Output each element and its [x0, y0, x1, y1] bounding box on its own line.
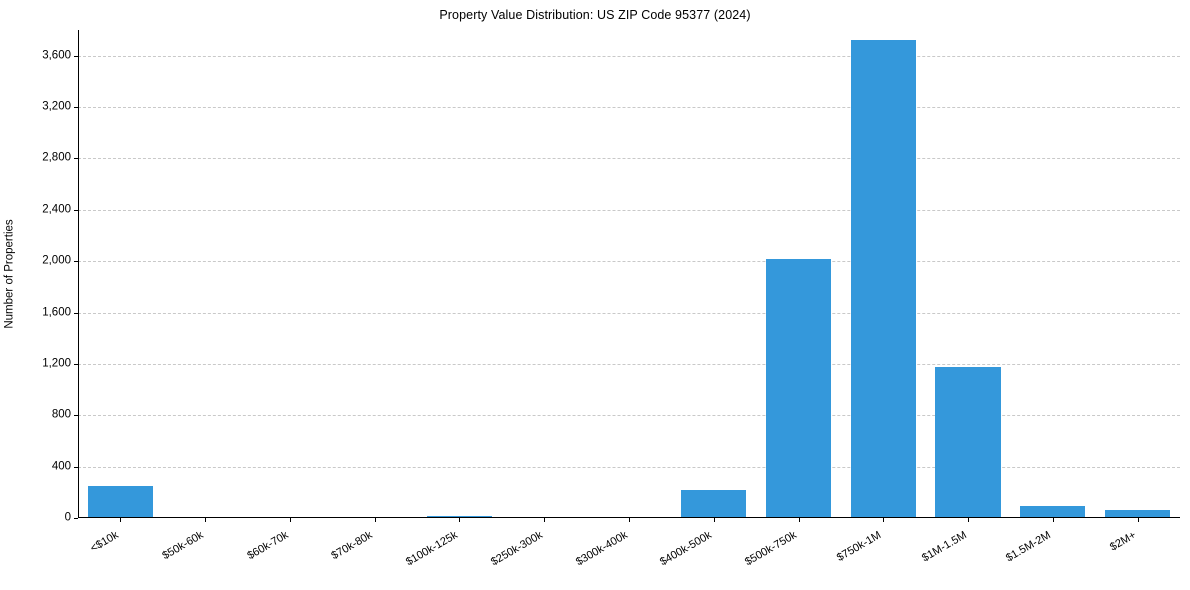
bar-slot[interactable]	[417, 30, 502, 518]
y-tick-mark	[74, 415, 78, 417]
y-axis-label: Number of Properties	[2, 30, 18, 518]
x-tick-label: $70k-80k	[329, 529, 375, 563]
y-axis-label-text: Number of Properties	[4, 219, 17, 329]
gridline	[78, 415, 1180, 417]
x-tick-mark	[459, 518, 461, 522]
x-tick-mark	[629, 518, 630, 522]
y-tick-mark	[74, 107, 78, 109]
x-tick-label: $1M-1.5M	[919, 529, 969, 565]
gridline	[78, 261, 1180, 263]
bar-slot[interactable]	[1095, 30, 1180, 518]
x-tick-mark	[120, 518, 122, 522]
x-tick-label: $400k-500k	[658, 529, 715, 569]
gridline	[78, 363, 1180, 365]
x-tick-label: $2M+	[1107, 529, 1138, 554]
y-tick-mark	[74, 261, 78, 263]
bar-slot[interactable]	[926, 30, 1011, 518]
bar-series	[78, 30, 1180, 518]
bar-slot[interactable]	[587, 30, 672, 518]
y-axis-spine	[78, 30, 79, 518]
x-tick-mark	[713, 518, 715, 522]
x-tick-label: $750k-1M	[835, 529, 884, 564]
y-tick-mark	[74, 312, 78, 314]
x-tick-label: <$10k	[88, 529, 121, 555]
y-tick-label: 0	[64, 511, 71, 524]
y-tick-mark	[74, 518, 78, 519]
x-tick-mark	[544, 518, 546, 522]
gridline	[78, 55, 1180, 57]
x-tick-label: $500k-750k	[743, 529, 799, 569]
gridline	[78, 209, 1180, 211]
bar-slot[interactable]	[1010, 30, 1095, 518]
x-tick-label: $250k-300k	[488, 529, 545, 569]
x-tick-mark	[289, 518, 291, 522]
x-tick-mark	[374, 518, 376, 522]
bar[interactable]	[681, 490, 747, 518]
y-tick-mark	[74, 209, 78, 211]
bar-slot[interactable]	[502, 30, 587, 518]
gridline	[78, 466, 1180, 468]
bar-slot[interactable]	[248, 30, 333, 518]
x-tick-label: $60k-70k	[245, 529, 291, 563]
x-tick-label: $50k-60k	[160, 529, 206, 563]
x-tick-label: $1.5M-2M	[1004, 529, 1054, 565]
y-tick-label: 1,600	[42, 305, 71, 318]
bar[interactable]	[1104, 510, 1171, 518]
x-tick-mark	[798, 518, 800, 522]
bar-slot[interactable]	[163, 30, 248, 518]
bar[interactable]	[765, 259, 832, 518]
y-tick-label: 2,800	[42, 151, 71, 164]
bar[interactable]	[1020, 505, 1086, 518]
bar-slot[interactable]	[332, 30, 417, 518]
y-tick-mark	[74, 363, 78, 365]
x-tick-mark	[205, 518, 207, 522]
x-tick-mark	[1137, 518, 1139, 522]
chart-title: Property Value Distribution: US ZIP Code…	[439, 8, 751, 22]
x-tick-label: $300k-400k	[573, 529, 630, 569]
y-tick-label: 1,200	[42, 357, 71, 370]
plot-area: 0 400 800 1,200 1,600 2,000 2,400 2,800 3,200 3,6…	[42, 30, 1180, 568]
bar-slot[interactable]	[671, 30, 756, 518]
y-tick-mark	[74, 466, 78, 468]
gridline	[78, 158, 1180, 160]
bar-slot[interactable]	[841, 30, 926, 518]
y-tick-label: 3,200	[42, 100, 71, 113]
x-tick-mark	[883, 518, 885, 522]
x-tick-label: $100k-125k	[403, 529, 460, 569]
bar[interactable]	[87, 486, 153, 518]
y-tick-mark	[74, 55, 78, 57]
y-tick-label: 400	[51, 459, 71, 472]
x-axis-spine	[78, 516, 1180, 518]
x-tick-mark	[1052, 518, 1054, 522]
bar[interactable]	[935, 367, 1001, 518]
bar[interactable]	[850, 40, 916, 518]
gridline	[78, 312, 1180, 314]
x-tick-mark	[968, 518, 970, 522]
y-tick-label: 800	[51, 408, 71, 421]
bar-slot[interactable]	[756, 30, 841, 518]
gridline	[78, 107, 1180, 109]
y-tick-label: 3,600	[42, 48, 71, 61]
bar-slot[interactable]	[78, 30, 163, 518]
y-tick-label: 2,400	[42, 203, 71, 216]
y-tick-label: 2,000	[42, 254, 71, 267]
y-tick-mark	[74, 158, 78, 160]
